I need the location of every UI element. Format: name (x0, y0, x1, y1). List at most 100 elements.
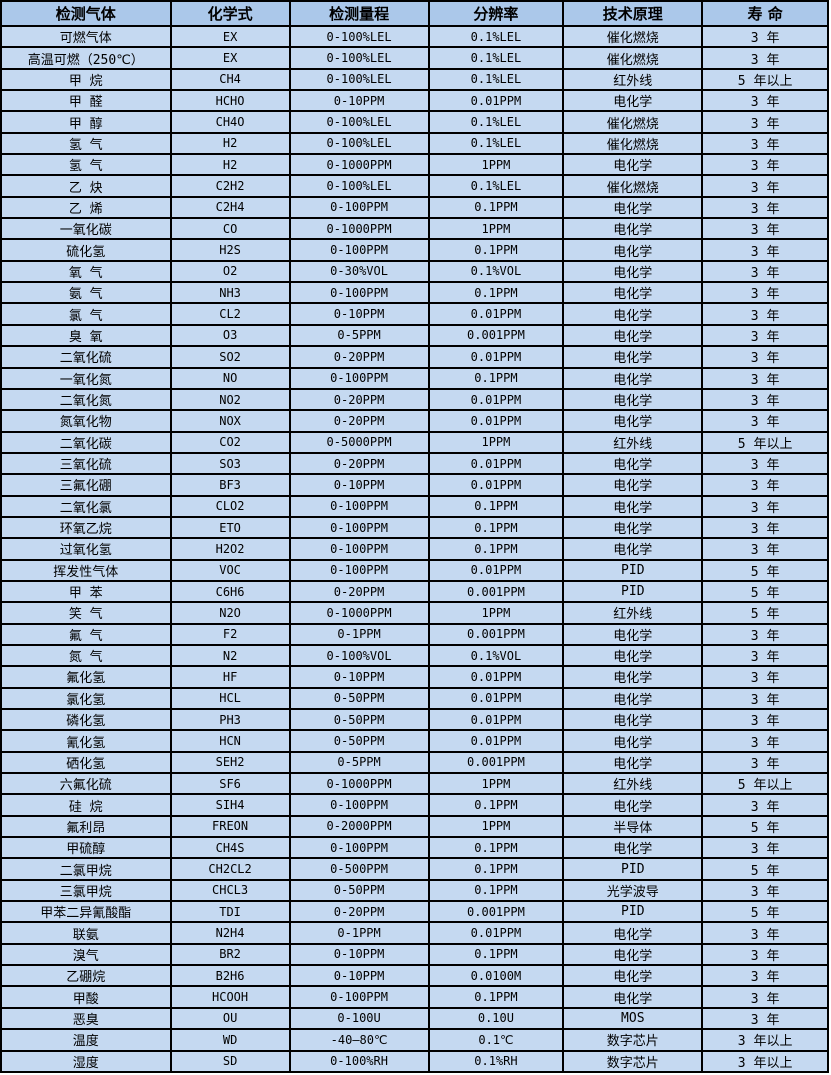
cell-lifespan: 3 年 (701, 302, 829, 326)
cell-principle: 电化学 (562, 153, 704, 177)
cell-range: 0-30%VOL (288, 259, 430, 284)
cell-resolution: 0.10U (427, 1006, 565, 1031)
cell-range: 0-100%RH (288, 1049, 430, 1073)
cell-principle: 电化学 (562, 494, 704, 518)
cell-principle: 红外线 (562, 430, 704, 454)
cell-gas: 氟利昂 (0, 814, 172, 839)
cell-principle: 电化学 (562, 473, 704, 497)
table-row: 氮氧化物 NOX 0-20PPM 0.01PPM 电化学 3 年 (0, 409, 829, 433)
cell-lifespan: 3 年以上 (701, 1028, 829, 1052)
cell-gas: 硒化氢 (0, 750, 172, 775)
cell-lifespan: 5 年以上 (701, 67, 829, 92)
cell-gas: 甲 醛 (0, 89, 172, 113)
cell-formula: N2O (169, 601, 291, 625)
cell-range: 0-5PPM (288, 323, 430, 348)
cell-gas: 可燃气体 (0, 24, 172, 49)
cell-range: 0-5PPM (288, 750, 430, 775)
table-row: 二氧化碳 CO2 0-5000PPM 1PPM 红外线 5 年以上 (0, 430, 829, 454)
cell-lifespan: 3 年 (701, 451, 829, 476)
table-row: 环氧乙烷 ETO 0-100PPM 0.1PPM 电化学 3 年 (0, 515, 829, 540)
cell-formula: CLO2 (169, 494, 291, 518)
cell-principle: 电化学 (562, 238, 704, 262)
cell-lifespan: 3 年 (701, 537, 829, 561)
cell-lifespan: 3 年以上 (701, 1049, 829, 1073)
cell-gas: 三氧化硫 (0, 451, 172, 476)
cell-principle: 光学波导 (562, 878, 704, 903)
cell-gas: 氟 气 (0, 622, 172, 646)
cell-resolution: 1PPM (427, 772, 565, 796)
cell-resolution: 0.1PPM (427, 515, 565, 540)
table-row: 氢 气 H2 0-1000PPM 1PPM 电化学 3 年 (0, 153, 829, 177)
table-row: 过氧化氢 H2O2 0-100PPM 0.1PPM 电化学 3 年 (0, 537, 829, 561)
cell-gas: 二氧化碳 (0, 430, 172, 454)
cell-gas: 三氟化硼 (0, 473, 172, 497)
cell-lifespan: 5 年以上 (701, 430, 829, 454)
cell-gas: 氮 气 (0, 643, 172, 668)
table-row: 三氯甲烷 CHCL3 0-50PPM 0.1PPM 光学波导 3 年 (0, 878, 829, 903)
table-row: 甲硫醇 CH4S 0-100PPM 0.1PPM 电化学 3 年 (0, 836, 829, 860)
cell-range: 0-10PPM (288, 665, 430, 689)
cell-formula: O2 (169, 259, 291, 284)
cell-resolution: 0.1PPM (427, 878, 565, 903)
cell-formula: SEH2 (169, 750, 291, 775)
cell-formula: H2S (169, 238, 291, 262)
cell-resolution: 0.01PPM (427, 302, 565, 326)
table-row: 恶臭 OU 0-100U 0.10U MOS 3 年 (0, 1006, 829, 1031)
cell-resolution: 1PPM (427, 153, 565, 177)
cell-formula: CH4 (169, 67, 291, 92)
cell-gas: 氢 气 (0, 131, 172, 156)
cell-formula: C2H2 (169, 174, 291, 198)
cell-formula: H2 (169, 153, 291, 177)
cell-lifespan: 3 年 (701, 89, 829, 113)
cell-formula: EX (169, 46, 291, 70)
cell-gas: 六氟化硫 (0, 772, 172, 796)
cell-lifespan: 3 年 (701, 323, 829, 348)
cell-formula: N2 (169, 643, 291, 668)
cell-range: 0-100%LEL (288, 46, 430, 70)
table-row: 高温可燃（250℃） EX 0-100%LEL 0.1%LEL 催化燃烧 3 年 (0, 46, 829, 70)
cell-gas: 环氧乙烷 (0, 515, 172, 540)
table-row: 氯 气 CL2 0-10PPM 0.01PPM 电化学 3 年 (0, 302, 829, 326)
cell-principle: 电化学 (562, 302, 704, 326)
cell-principle: 电化学 (562, 836, 704, 860)
cell-principle: 红外线 (562, 67, 704, 92)
cell-range: -40—80℃ (288, 1028, 430, 1052)
cell-lifespan: 3 年 (701, 515, 829, 540)
cell-resolution: 0.01PPM (427, 451, 565, 476)
cell-range: 0-1000PPM (288, 601, 430, 625)
cell-resolution: 0.01PPM (427, 473, 565, 497)
table-row: 甲 烷 CH4 0-100%LEL 0.1%LEL 红外线 5 年以上 (0, 67, 829, 92)
table-row: 溴气 BR2 0-10PPM 0.1PPM 电化学 3 年 (0, 942, 829, 967)
cell-lifespan: 5 年以上 (701, 772, 829, 796)
cell-formula: H2 (169, 131, 291, 156)
cell-formula: BF3 (169, 473, 291, 497)
cell-range: 0-100%VOL (288, 643, 430, 668)
cell-gas: 笑 气 (0, 601, 172, 625)
cell-resolution: 1PPM (427, 814, 565, 839)
cell-lifespan: 5 年 (701, 558, 829, 582)
cell-gas: 氯化氢 (0, 686, 172, 711)
table-header: 检测气体 化学式 检测量程 分辨率 技术原理 寿 命 (0, 0, 829, 27)
cell-gas: 硅 烷 (0, 793, 172, 817)
cell-resolution: 0.1PPM (427, 836, 565, 860)
table-row: 氟化氢 HF 0-10PPM 0.01PPM 电化学 3 年 (0, 665, 829, 689)
cell-gas: 二氧化硫 (0, 345, 172, 369)
cell-principle: 催化燃烧 (562, 131, 704, 156)
cell-resolution: 0.1%RH (427, 1049, 565, 1073)
cell-gas: 磷化氢 (0, 707, 172, 732)
cell-formula: HF (169, 665, 291, 689)
cell-gas: 二氯甲烷 (0, 857, 172, 881)
cell-gas: 恶臭 (0, 1006, 172, 1031)
table-row: 氧 气 O2 0-30%VOL 0.1%VOL 电化学 3 年 (0, 259, 829, 284)
cell-lifespan: 3 年 (701, 46, 829, 70)
cell-resolution: 0.01PPM (427, 665, 565, 689)
cell-formula: CH2CL2 (169, 857, 291, 881)
cell-lifespan: 3 年 (701, 110, 829, 134)
cell-resolution: 0.1PPM (427, 537, 565, 561)
cell-lifespan: 3 年 (701, 174, 829, 198)
cell-formula: HCN (169, 729, 291, 753)
cell-principle: 电化学 (562, 259, 704, 284)
table-row: 三氟化硼 BF3 0-10PPM 0.01PPM 电化学 3 年 (0, 473, 829, 497)
cell-lifespan: 5 年 (701, 601, 829, 625)
cell-formula: B2H6 (169, 964, 291, 988)
